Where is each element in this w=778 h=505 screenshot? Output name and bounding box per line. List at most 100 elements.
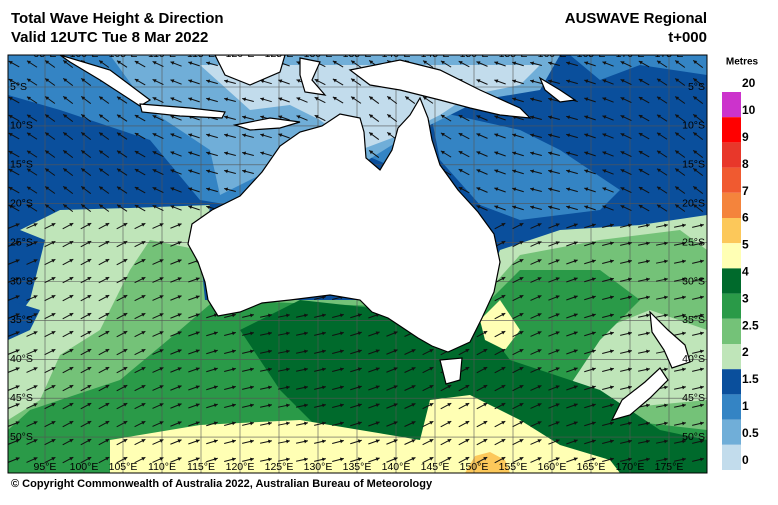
arrow-head [141,277,146,281]
arrow-head [134,133,139,137]
wave-arrow [242,331,254,336]
wave-arrow [638,132,650,140]
arrow-head [693,60,698,65]
arrow-head [591,421,596,426]
wave-arrow [494,438,506,446]
wave-arrow [170,367,182,373]
arrow-head [268,385,272,390]
wave-arrow [170,349,182,355]
arrow-head [141,421,146,425]
arrow-head [314,79,319,83]
land [59,55,691,421]
wave-arrow [134,114,146,122]
wave-arrow [566,133,578,139]
wave-arrow [44,258,56,266]
wave-arrow [674,313,686,318]
arrow-head [51,277,56,281]
arrow-head [465,385,470,389]
arrow-head [51,403,56,407]
wave-arrow [206,79,218,85]
arrow-head [170,79,175,83]
arrow-head [260,151,265,156]
wave-arrow [512,330,524,338]
wave-arrow [134,222,146,230]
wave-arrow [116,438,128,446]
arrow-head [206,151,211,156]
arrow-head [152,133,157,137]
lat-label-left: 15°S [10,159,33,171]
legend-swatch [722,92,741,118]
wave-arrow [26,367,38,373]
wave-arrow [494,61,506,67]
arrow-head [141,439,146,443]
wave-arrow [98,204,110,212]
wave-arrow [620,385,632,390]
arrow-head [63,204,68,209]
wave-arrow [260,421,272,426]
wave-arrow [188,421,200,427]
arrow-head [566,79,571,84]
legend-title: Metres [726,57,759,68]
wave-arrow [620,313,632,318]
wave-arrow [332,78,344,86]
arrow-head [213,331,218,336]
lon-label-bottom: 145°E [421,461,450,473]
wave-arrow [224,457,236,462]
wave-arrow [548,223,560,229]
arrow-head [591,241,596,246]
wave-arrow [170,403,182,409]
arrow-head [682,259,686,264]
wave-arrow [548,169,560,174]
wave-arrow [368,132,380,140]
wave-arrow [692,203,704,213]
wave-arrow [98,168,110,176]
arrow-head [591,277,596,282]
arrow-head [159,421,164,425]
arrow-head [699,313,704,318]
lat-label-left: 25°S [10,236,33,248]
arrow-head [304,421,308,426]
arrow-head [8,205,13,209]
arrow-head [664,367,668,372]
wave-arrow [314,421,326,426]
arrow-head [195,385,200,389]
arrow-head [45,78,50,83]
arrow-head [63,132,68,137]
arrow-head [628,259,632,264]
arrow-head [286,367,290,372]
wave-arrow [476,79,488,85]
wave-arrow [566,313,578,319]
wave-arrow [206,439,218,445]
lon-label-bottom: 95°E [34,461,57,473]
wave-arrow [260,133,272,139]
wave-arrow [530,295,542,301]
wave-arrow [404,421,416,427]
wave-arrow [188,151,200,157]
wave-arrow [566,439,578,445]
arrow-head [99,186,104,191]
wave-arrow [584,61,596,67]
arrow-head [675,96,680,101]
wave-arrow [224,439,236,444]
wave-arrow [152,385,164,391]
arrow-head [81,114,86,119]
arrow-head [646,277,650,282]
arrow-head [357,457,362,462]
arrow-head [537,313,542,317]
wave-arrow [674,168,686,176]
arrow-head [260,97,265,102]
wave-arrow [242,313,254,318]
arrow-head [537,331,542,335]
wave-arrow [188,61,200,67]
arrow-head [584,115,589,120]
arrow-head [357,403,362,408]
wave-arrow [26,132,38,140]
arrow-head [45,186,50,191]
arrow-head [188,187,193,192]
wave-arrow [152,114,164,122]
arrow-head [609,295,614,300]
arrow-head [51,223,56,227]
wave-arrow [620,331,632,336]
wave-arrow [512,240,524,248]
map: 95°E 100°E 105°E 110°E 115°E 120°E 125°E 130°E 1… [8,55,707,473]
